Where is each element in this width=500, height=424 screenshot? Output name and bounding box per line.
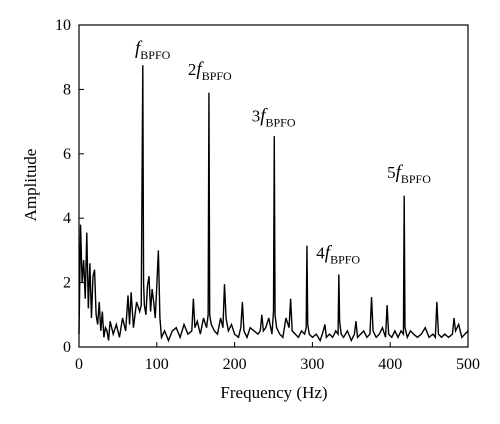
- spectrum-line-group: [78, 65, 469, 343]
- x-tick-label: 0: [75, 356, 83, 373]
- peak-annotations: fBPFO 2fBPFO 3fBPFO 4fBPFO 5fBPFO: [135, 38, 431, 266]
- x-tick-label: 500: [456, 356, 480, 373]
- y-ticks: 0 2 4 6 8 10: [55, 17, 84, 356]
- y-tick-label: 10: [55, 17, 71, 34]
- peak-label: fBPFO: [135, 38, 171, 62]
- x-tick-label: 400: [378, 356, 402, 373]
- spectrum-line: [78, 65, 469, 343]
- peak-label: 5fBPFO: [387, 162, 431, 186]
- y-tick-label: 4: [63, 210, 71, 227]
- peak-label: 2fBPFO: [188, 59, 232, 83]
- x-axis-label: Frequency (Hz): [220, 383, 327, 402]
- y-tick-label: 0: [63, 339, 71, 356]
- x-ticks: 0 100 200 300 400 500: [75, 342, 480, 373]
- x-tick-label: 200: [223, 356, 247, 373]
- plot-area: [78, 24, 469, 348]
- y-tick-label: 6: [63, 146, 71, 163]
- peak-label: 4fBPFO: [316, 242, 360, 266]
- y-tick-label: 8: [63, 81, 71, 98]
- x-tick-label: 300: [300, 356, 324, 373]
- x-tick-label: 100: [145, 356, 169, 373]
- plot-frame: [78, 24, 469, 348]
- peak-label: 3fBPFO: [252, 106, 296, 130]
- y-tick-label: 2: [63, 275, 71, 292]
- y-axis-label: Amplitude: [21, 149, 40, 222]
